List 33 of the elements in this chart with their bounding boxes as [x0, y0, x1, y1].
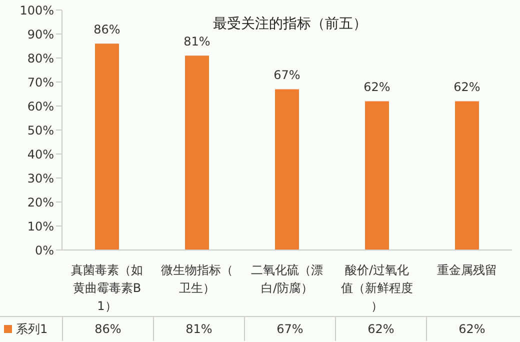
y-tick-label: 10%: [27, 219, 54, 234]
x-tick-label: 酸价/过氧化值（新鲜程度）: [341, 263, 413, 313]
y-tick-label: 60%: [27, 99, 54, 114]
x-tick-label: 微生物指标（卫生）: [161, 263, 233, 295]
y-tick-label: 30%: [27, 171, 54, 186]
x-tick-label: 二氧化硫（漂白/防腐）: [251, 263, 323, 295]
bar: [95, 44, 119, 250]
bar: [185, 56, 209, 250]
data-label: 86%: [62, 317, 153, 341]
bar: [365, 101, 389, 250]
text: 81%: [184, 34, 210, 49]
bar: [275, 89, 299, 250]
y-tick-label: 80%: [27, 51, 54, 66]
y-tick-label: 40%: [27, 147, 54, 162]
y-tick-label: 90%: [27, 27, 54, 42]
data-label: 62%: [426, 317, 517, 341]
text: 62%: [364, 80, 390, 94]
y-tick-label: 50%: [27, 123, 54, 138]
x-tick-label: 真菌毒素（如黄曲霉毒素B1）: [71, 263, 143, 313]
data-label: 62%: [335, 317, 426, 341]
chart-title: 最受关注的指标（前五）: [213, 16, 367, 32]
data-label: 81%: [153, 317, 244, 341]
y-tick-label: 70%: [27, 75, 54, 90]
text: 86%: [94, 22, 120, 37]
data-label: 67%: [244, 317, 335, 341]
text: 67%: [274, 68, 300, 82]
x-tick-label: 重金属残留: [437, 263, 497, 277]
y-tick-label: 20%: [27, 195, 54, 210]
legend-label: 系列1: [15, 320, 49, 338]
y-tick-label: 100%: [20, 3, 54, 18]
bar: [455, 101, 479, 250]
text: 62%: [454, 80, 480, 94]
y-tick-label: 0%: [34, 243, 54, 258]
